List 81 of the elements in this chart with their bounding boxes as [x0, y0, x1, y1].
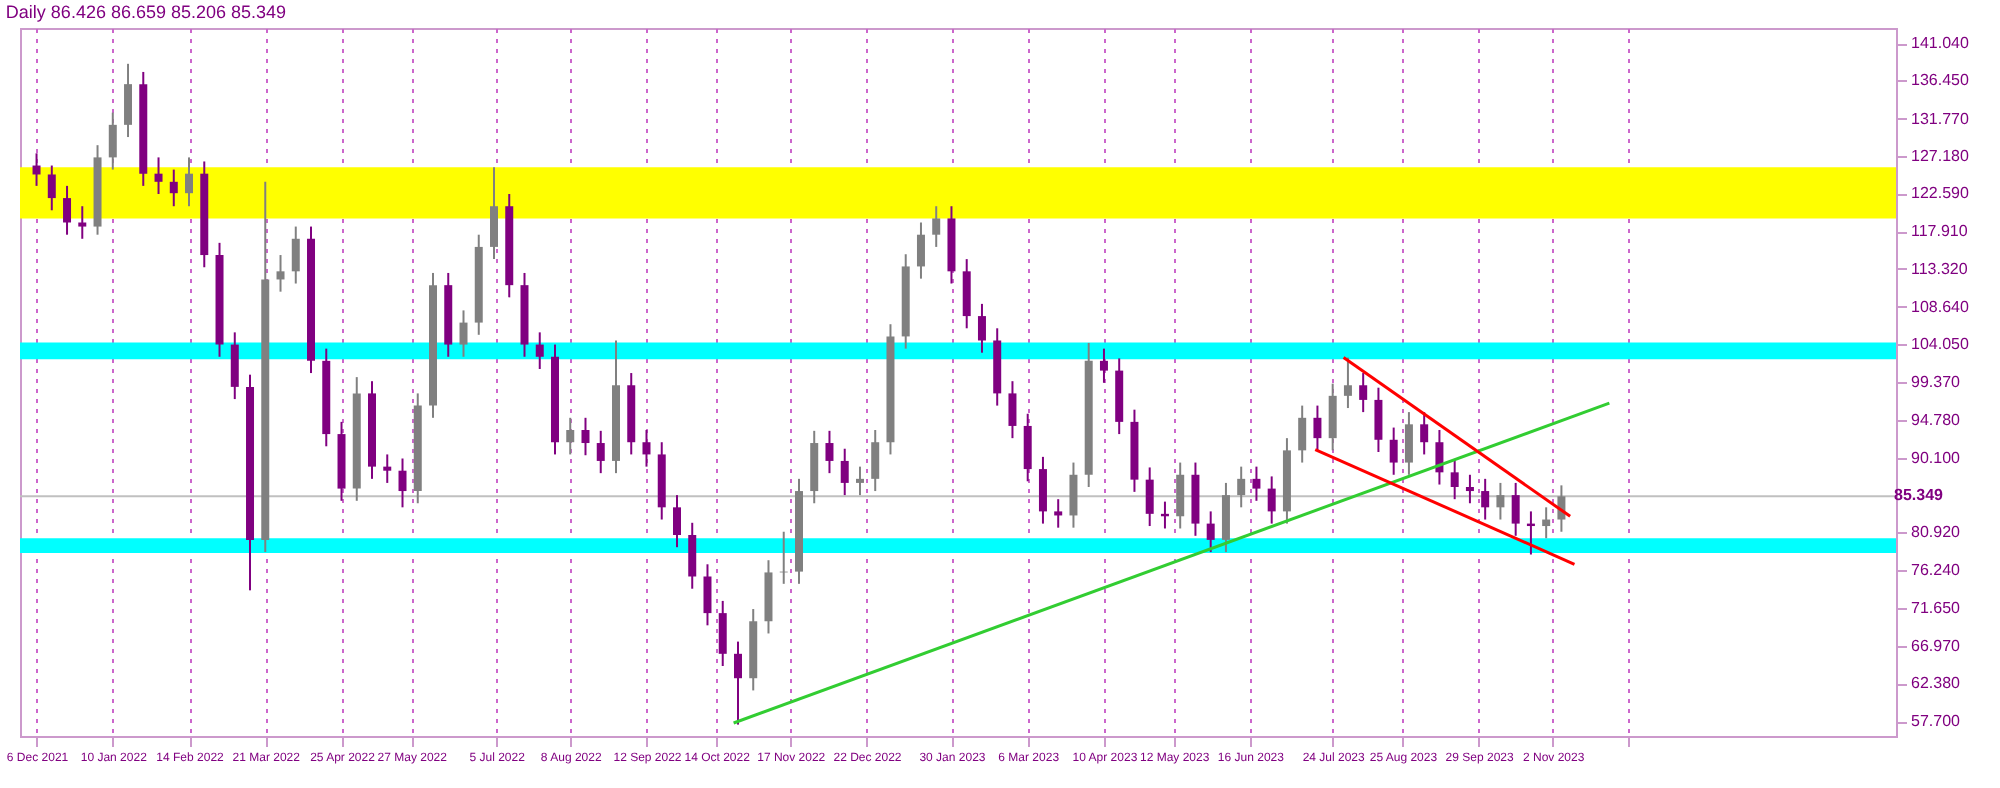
candlestick: [932, 205, 941, 248]
candlestick: [1145, 466, 1154, 528]
candlestick: [1176, 461, 1185, 530]
candlestick: [1481, 477, 1490, 521]
candlestick: [124, 62, 133, 139]
candlestick: [276, 254, 285, 293]
candlestick: [1359, 372, 1368, 414]
chart-title: Daily 86.426 86.659 85.206 85.349: [5, 2, 287, 22]
candlestick: [977, 302, 986, 354]
candlestick: [108, 111, 117, 171]
candlestick: [1069, 461, 1078, 529]
candlestick: [291, 225, 300, 285]
candlestick: [383, 453, 392, 484]
candlestick: [1450, 459, 1459, 501]
y-tick-label: 141.040: [1911, 34, 1970, 53]
candlestick: [1252, 465, 1261, 502]
candlestick: [1404, 411, 1413, 476]
candlestick: [596, 429, 605, 475]
candlestick: [1206, 510, 1215, 554]
candlestick: [1008, 380, 1017, 440]
candlestick: [1374, 386, 1383, 453]
candlestick: [1465, 473, 1474, 505]
candlestick: [459, 309, 468, 358]
candlestick: [1099, 347, 1108, 384]
y-tick-label: 117.910: [1911, 222, 1969, 241]
candlestick: [535, 331, 544, 370]
candlestick: [566, 416, 575, 456]
y-tick-label: 94.780: [1911, 410, 1962, 429]
candlestick: [169, 168, 178, 208]
y-tick-label: 99.370: [1911, 373, 1962, 392]
y-tick-label: 80.920: [1911, 523, 1962, 542]
candlestick: [1221, 481, 1230, 554]
candlestick: [825, 429, 834, 475]
candlestick: [1237, 465, 1246, 509]
candlestick: [1343, 356, 1352, 410]
candlestick: [642, 429, 651, 468]
candlestick: [1542, 506, 1551, 540]
y-tick-label: 122.590: [1911, 184, 1970, 203]
y-tick-label: 57.700: [1911, 712, 1962, 731]
y-tick-label: 131.770: [1911, 109, 1970, 128]
candlestick: [398, 457, 407, 509]
y-tick-label: 127.180: [1911, 146, 1970, 165]
candlestick: [855, 465, 864, 497]
candlestick: [490, 166, 498, 261]
ref-line-label: 85.349: [1894, 486, 1945, 505]
candlestick: [718, 599, 727, 668]
y-tick-label: 76.240: [1911, 561, 1962, 580]
candlestick: [185, 156, 194, 208]
candlestick: [672, 494, 681, 549]
y-tick-label: 136.450: [1911, 71, 1970, 90]
candlestick: [1313, 404, 1322, 452]
y-tick-label: 62.380: [1911, 674, 1962, 693]
candlestick: [78, 205, 87, 240]
candlestick: [1389, 426, 1398, 476]
candlestick: [1298, 404, 1307, 464]
candlestick: [1420, 411, 1429, 456]
candlestick: [688, 521, 697, 590]
candlestick: [916, 221, 925, 280]
candlestick: [154, 156, 163, 196]
candlestick: [962, 258, 971, 330]
candlestick: [47, 164, 56, 212]
candlestick: [1496, 481, 1505, 521]
candlestick: [703, 563, 712, 627]
candlestick: [581, 416, 590, 457]
candlestick: [63, 184, 72, 236]
candlestick: [1038, 455, 1047, 525]
candlestick: [840, 447, 849, 497]
candlestick: [1328, 382, 1337, 452]
y-tick-label: 71.650: [1911, 598, 1962, 617]
y-tick-label: 90.100: [1911, 448, 1962, 467]
y-tick-label: 104.050: [1911, 335, 1970, 354]
candlestick: [230, 331, 239, 401]
y-tick-label: 66.970: [1911, 636, 1962, 655]
candlestick: [1267, 475, 1276, 525]
y-tick-label: 113.320: [1911, 259, 1969, 278]
y-tick-label: 108.640: [1911, 297, 1970, 316]
candlestick: [1511, 481, 1520, 537]
candlestick: [1054, 498, 1063, 529]
candlestick: [871, 429, 880, 493]
candlestick: [1023, 412, 1032, 483]
candlestick: [733, 640, 742, 726]
